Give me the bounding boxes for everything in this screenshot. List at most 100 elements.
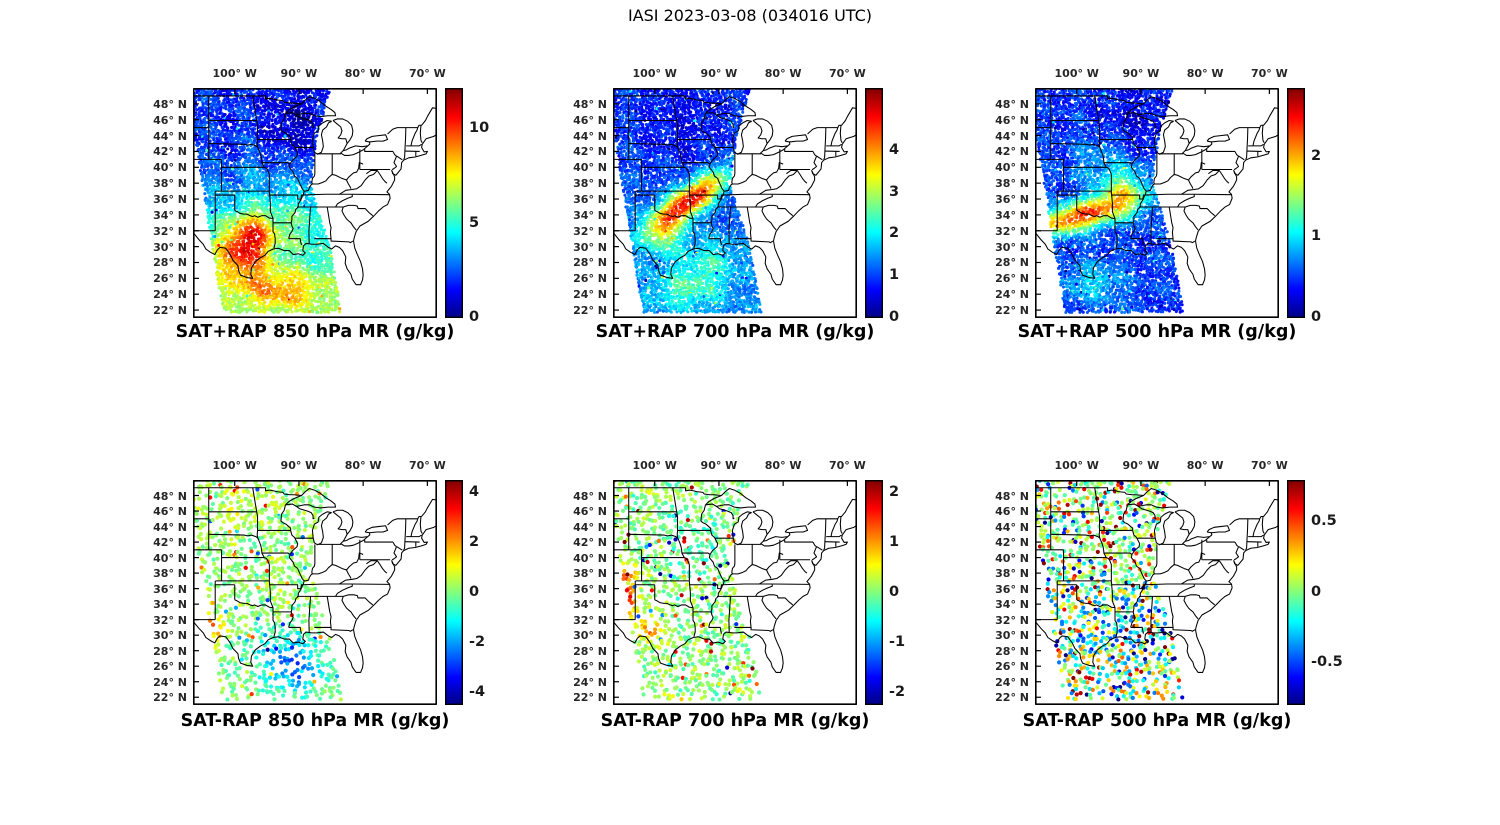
colorbar-canvas [1287,88,1305,318]
lat-tick-label: 34° N [153,208,187,222]
lon-tick-label: 100° W [632,67,677,80]
map-canvas [193,480,437,705]
lat-tick-label: 44° N [573,129,607,143]
lat-tick-label: 30° N [573,629,607,643]
lat-tick-label: 22° N [995,304,1029,318]
lat-tick-label: 36° N [153,582,187,596]
lat-tick-label: 42° N [995,145,1029,159]
panel-title: SAT-RAP 500 hPa MR (g/kg) [1022,711,1292,731]
lat-tick-label: 34° N [573,208,607,222]
lat-tick-label: 46° N [995,505,1029,519]
colorbar-tick-label: -2 [889,683,906,700]
lat-tick-label: 44° N [995,129,1029,143]
lon-axis-labels: 100° W 90° W 80° W 70° W [613,67,866,84]
lat-tick-label: 46° N [153,113,187,127]
lat-tick-label: 26° N [153,272,187,286]
lat-tick-label: 28° N [995,644,1029,658]
colorbar-tick-label: -1 [889,633,906,650]
lat-tick-label: 44° N [995,520,1029,534]
lon-tick-label: 70° W [1250,459,1288,472]
lat-tick-label: 28° N [995,256,1029,270]
colorbar-tick-label: 1 [889,533,900,550]
lon-axis-labels: 100° W 90° W 80° W 70° W [1035,67,1288,84]
colorbar-canvas [865,480,883,705]
lat-tick-label: 26° N [995,272,1029,286]
lat-tick-label: 38° N [153,177,187,191]
lat-tick-label: 24° N [153,288,187,302]
lat-tick-label: 48° N [573,97,607,111]
lat-tick-label: 30° N [573,240,607,254]
lat-tick-label: 26° N [153,660,187,674]
colorbar-tick-label: 0 [889,309,900,325]
lat-tick-label: 28° N [573,256,607,270]
lon-axis-labels: 100° W 90° W 80° W 70° W [613,459,866,476]
lon-axis-labels: 100° W 90° W 80° W 70° W [193,459,446,476]
lat-tick-label: 24° N [995,288,1029,302]
lon-tick-label: 80° W [1186,67,1224,80]
lon-tick-label: 100° W [212,459,257,472]
lon-tick-label: 80° W [764,67,802,80]
colorbar-tick-label: 0 [1311,309,1322,325]
lat-tick-label: 24° N [995,675,1029,689]
lat-tick-label: 42° N [573,145,607,159]
colorbar-canvas [445,480,463,705]
colorbar-tick-label: 3 [889,183,900,200]
lat-tick-label: 44° N [573,520,607,534]
map-canvas [613,88,857,318]
lat-tick-label: 40° N [995,161,1029,175]
colorbar-tick-label: 1 [1311,228,1322,245]
lat-tick-label: 34° N [995,598,1029,612]
lat-tick-label: 40° N [153,551,187,565]
lat-tick-label: 46° N [573,505,607,519]
colorbar-canvas [445,88,463,318]
lon-tick-label: 100° W [1054,67,1099,80]
lat-tick-label: 40° N [573,161,607,175]
lon-tick-label: 90° W [280,67,318,80]
colorbar-tick-label: 4 [889,141,900,158]
lon-tick-label: 80° W [344,67,382,80]
lon-tick-label: 70° W [1250,67,1288,80]
lat-tick-label: 22° N [573,691,607,705]
colorbar-tick-label: 2 [1311,147,1322,164]
lat-tick-label: 32° N [153,224,187,238]
lat-tick-label: 36° N [573,193,607,207]
lon-tick-label: 90° W [280,459,318,472]
lat-tick-label: 40° N [995,551,1029,565]
lat-tick-label: 30° N [995,629,1029,643]
colorbar-tick-label: 0 [1311,583,1322,600]
lon-tick-label: 100° W [632,459,677,472]
lat-tick-label: 36° N [153,193,187,207]
map-canvas [1035,88,1279,318]
lat-tick-label: 46° N [153,505,187,519]
lon-tick-label: 90° W [1122,459,1160,472]
lat-tick-label: 24° N [573,675,607,689]
colorbar-tick-label: 4 [469,483,480,500]
lon-tick-label: 90° W [700,67,738,80]
lat-tick-label: 26° N [573,272,607,286]
lat-tick-label: 40° N [573,551,607,565]
lon-tick-label: 100° W [212,67,257,80]
lon-axis-labels: 100° W 90° W 80° W 70° W [1035,459,1288,476]
lat-tick-label: 36° N [995,193,1029,207]
lat-tick-label: 28° N [153,256,187,270]
lat-tick-label: 38° N [153,567,187,581]
lon-tick-label: 80° W [344,459,382,472]
lon-tick-label: 70° W [828,459,866,472]
lat-tick-label: 28° N [573,644,607,658]
colorbar-tick-label: 0 [469,309,480,325]
lon-tick-label: 90° W [700,459,738,472]
lat-tick-label: 42° N [153,145,187,159]
lat-tick-label: 40° N [153,161,187,175]
panel-title: SAT+RAP 700 hPa MR (g/kg) [595,322,875,342]
lat-tick-label: 38° N [573,177,607,191]
lon-axis-labels: 100° W 90° W 80° W 70° W [193,67,446,84]
colorbar-tick-label: 1 [889,267,900,284]
lat-tick-label: 48° N [995,489,1029,503]
colorbar-tick-label: 5 [469,214,480,231]
lat-tick-label: 26° N [995,660,1029,674]
colorbar-tick-label: 10 [469,120,490,137]
colorbar-tick-label: -2 [469,633,486,650]
lat-tick-label: 34° N [153,598,187,612]
lon-tick-label: 70° W [408,67,446,80]
colorbar-tick-label: -4 [469,683,486,700]
